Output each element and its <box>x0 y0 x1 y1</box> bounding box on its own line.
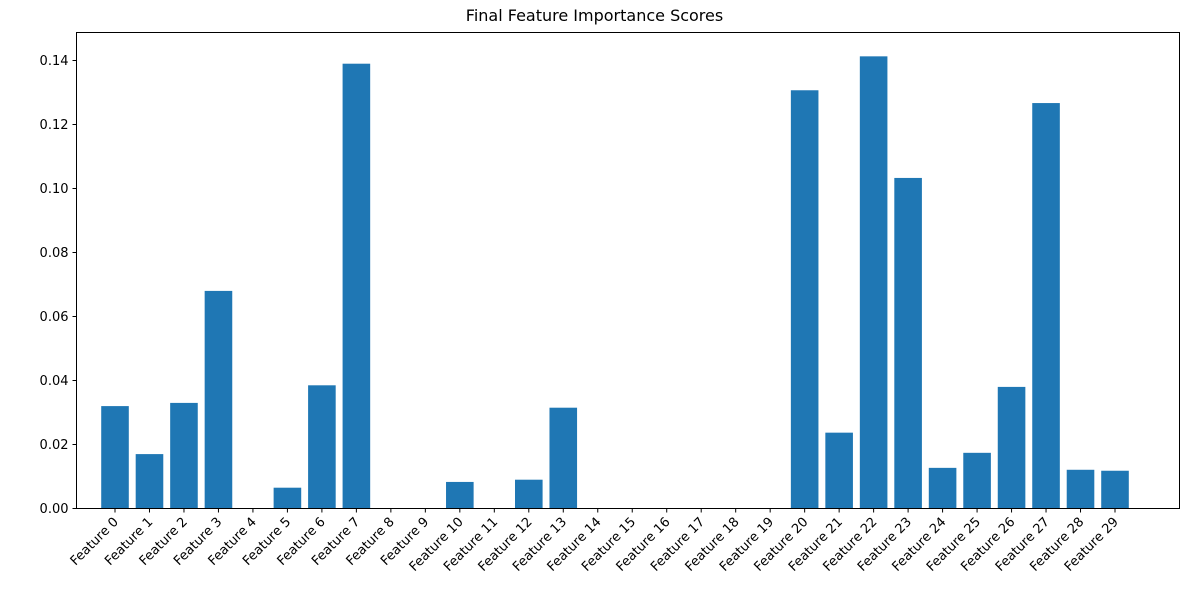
bar-feature-10 <box>446 481 474 509</box>
y-tick-label: 0.10 <box>40 182 69 197</box>
bar-feature-2 <box>170 402 198 509</box>
bar-feature-23 <box>894 177 922 509</box>
bar-feature-12 <box>515 479 543 509</box>
y-tick-label: 0.00 <box>40 502 69 517</box>
y-tick-label: 0.08 <box>40 246 69 261</box>
bar-feature-22 <box>859 56 888 509</box>
bar-feature-20 <box>790 90 819 509</box>
bar-feature-7 <box>342 63 371 509</box>
y-tick-label: 0.12 <box>40 118 69 133</box>
bar-feature-24 <box>928 467 957 509</box>
plot-frame <box>76 32 1180 509</box>
bar-feature-3 <box>204 290 233 509</box>
bar-feature-29 <box>1101 470 1129 509</box>
y-axis: 0.00 0.02 0.04 0.06 0.08 0.10 0.12 0.14 <box>40 54 77 517</box>
bar-feature-1 <box>135 454 164 509</box>
y-tick-label: 0.14 <box>40 54 69 69</box>
bar-feature-6 <box>308 385 336 509</box>
bar-feature-25 <box>963 452 991 509</box>
bar-feature-5 <box>273 487 302 509</box>
chart-title: Final Feature Importance Scores <box>465 6 724 25</box>
bar-feature-21 <box>825 432 853 509</box>
y-tick-label: 0.04 <box>40 374 69 389</box>
y-tick-label: 0.02 <box>40 438 69 453</box>
bar-feature-0 <box>101 406 129 509</box>
y-tick-label: 0.06 <box>40 310 69 325</box>
bar-feature-26 <box>997 386 1026 509</box>
bar-feature-28 <box>1066 469 1095 509</box>
bar-feature-13 <box>549 407 578 509</box>
bars-group <box>101 56 1129 509</box>
bar-feature-27 <box>1032 103 1060 509</box>
